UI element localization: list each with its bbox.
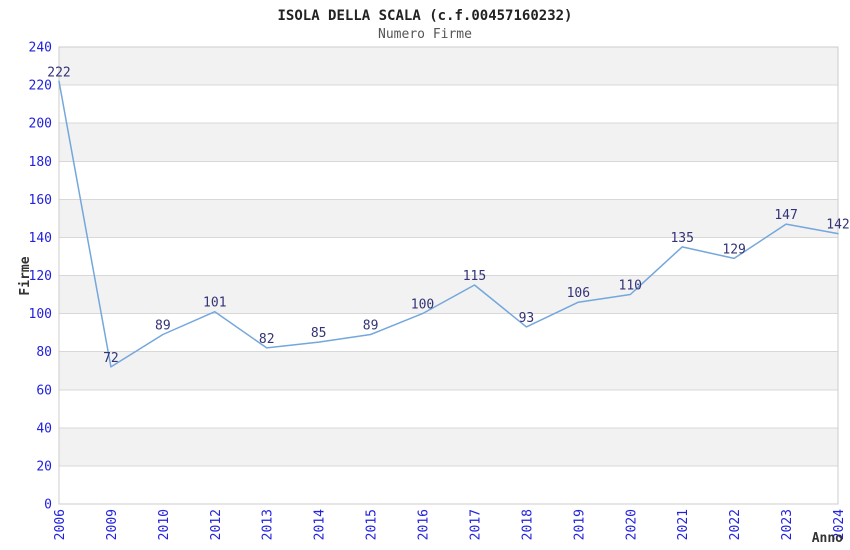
- x-tick-label: 2009: [105, 509, 120, 540]
- y-tick-label: 40: [36, 421, 52, 436]
- y-tick-label: 0: [44, 498, 52, 513]
- x-tick-label: 2017: [468, 509, 483, 540]
- data-point-label: 142: [826, 218, 849, 233]
- y-tick-label: 180: [29, 155, 52, 170]
- data-point-label: 85: [311, 326, 327, 341]
- y-tick-label: 140: [29, 231, 52, 246]
- data-point-label: 106: [567, 286, 590, 301]
- x-tick-label: 2024: [832, 509, 847, 540]
- data-point-labels: 222 72 89 101 82 85 89 100 115 93 106 110 135 129 147 1…: [47, 65, 849, 366]
- data-point-label: 100: [411, 298, 434, 313]
- plot-border: [58, 46, 839, 505]
- data-point-label: 82: [259, 332, 275, 347]
- data-point-label: 89: [155, 319, 171, 334]
- x-tick-label: 2012: [209, 509, 224, 540]
- x-axis-tick-labels: 2006 2009 2010 2012 2013 2014 2015 2016 2017 2018…: [53, 509, 847, 540]
- y-tick-label: 240: [29, 41, 52, 56]
- x-tick-label: 2021: [676, 509, 691, 540]
- data-point-label: 129: [722, 242, 745, 257]
- x-tick-label: 2023: [780, 509, 795, 540]
- x-tick-label: 2019: [572, 509, 587, 540]
- y-axis-title: Firme: [18, 256, 33, 295]
- series-line: [58, 80, 839, 368]
- data-point-label: 135: [670, 231, 693, 246]
- y-tick-label: 80: [36, 345, 52, 360]
- grid-band: [59, 427, 838, 466]
- series-line-group: [58, 80, 839, 368]
- x-tick-label: 2014: [313, 509, 328, 540]
- data-point-label: 89: [363, 319, 379, 334]
- grid-band: [59, 199, 838, 238]
- y-tick-label: 20: [36, 459, 52, 474]
- y-tick-label: 220: [29, 79, 52, 94]
- x-tick-label: 2006: [53, 509, 68, 540]
- chart-title: ISOLA DELLA SCALA (c.f.00457160232): [277, 8, 572, 24]
- grid-band: [59, 47, 838, 86]
- x-tick-label: 2022: [728, 509, 743, 540]
- data-point-label: 110: [619, 279, 642, 294]
- y-tick-label: 160: [29, 193, 52, 208]
- grid-band: [59, 123, 838, 162]
- data-point-label: 93: [519, 311, 535, 326]
- plot-border-rect: [58, 46, 839, 505]
- y-axis-tick-labels: 0 20 40 60 80 100 120 140 160 180 200 220 240: [29, 41, 52, 513]
- x-tick-label: 2015: [365, 509, 380, 540]
- x-tick-label: 2018: [520, 509, 535, 540]
- y-tick-label: 200: [29, 117, 52, 132]
- data-point-label: 101: [203, 296, 226, 311]
- data-point-label: 72: [103, 351, 119, 366]
- gridlines: [59, 84, 838, 467]
- x-axis-title: Anno: [812, 531, 843, 546]
- data-point-label: 115: [463, 269, 486, 284]
- y-tick-label: 120: [29, 269, 52, 284]
- x-tick-label: 2016: [417, 509, 432, 540]
- data-point-label: 222: [47, 65, 70, 80]
- x-tick-label: 2013: [261, 509, 276, 540]
- plot-background-bands: [59, 47, 838, 466]
- x-tick-label: 2020: [624, 509, 639, 540]
- grid-band: [59, 275, 838, 314]
- grid-band: [59, 351, 838, 390]
- data-point-label: 147: [774, 208, 797, 223]
- chart-subtitle: Numero Firme: [378, 27, 472, 42]
- y-tick-label: 100: [29, 307, 52, 322]
- y-tick-label: 60: [36, 383, 52, 398]
- x-tick-label: 2010: [157, 509, 172, 540]
